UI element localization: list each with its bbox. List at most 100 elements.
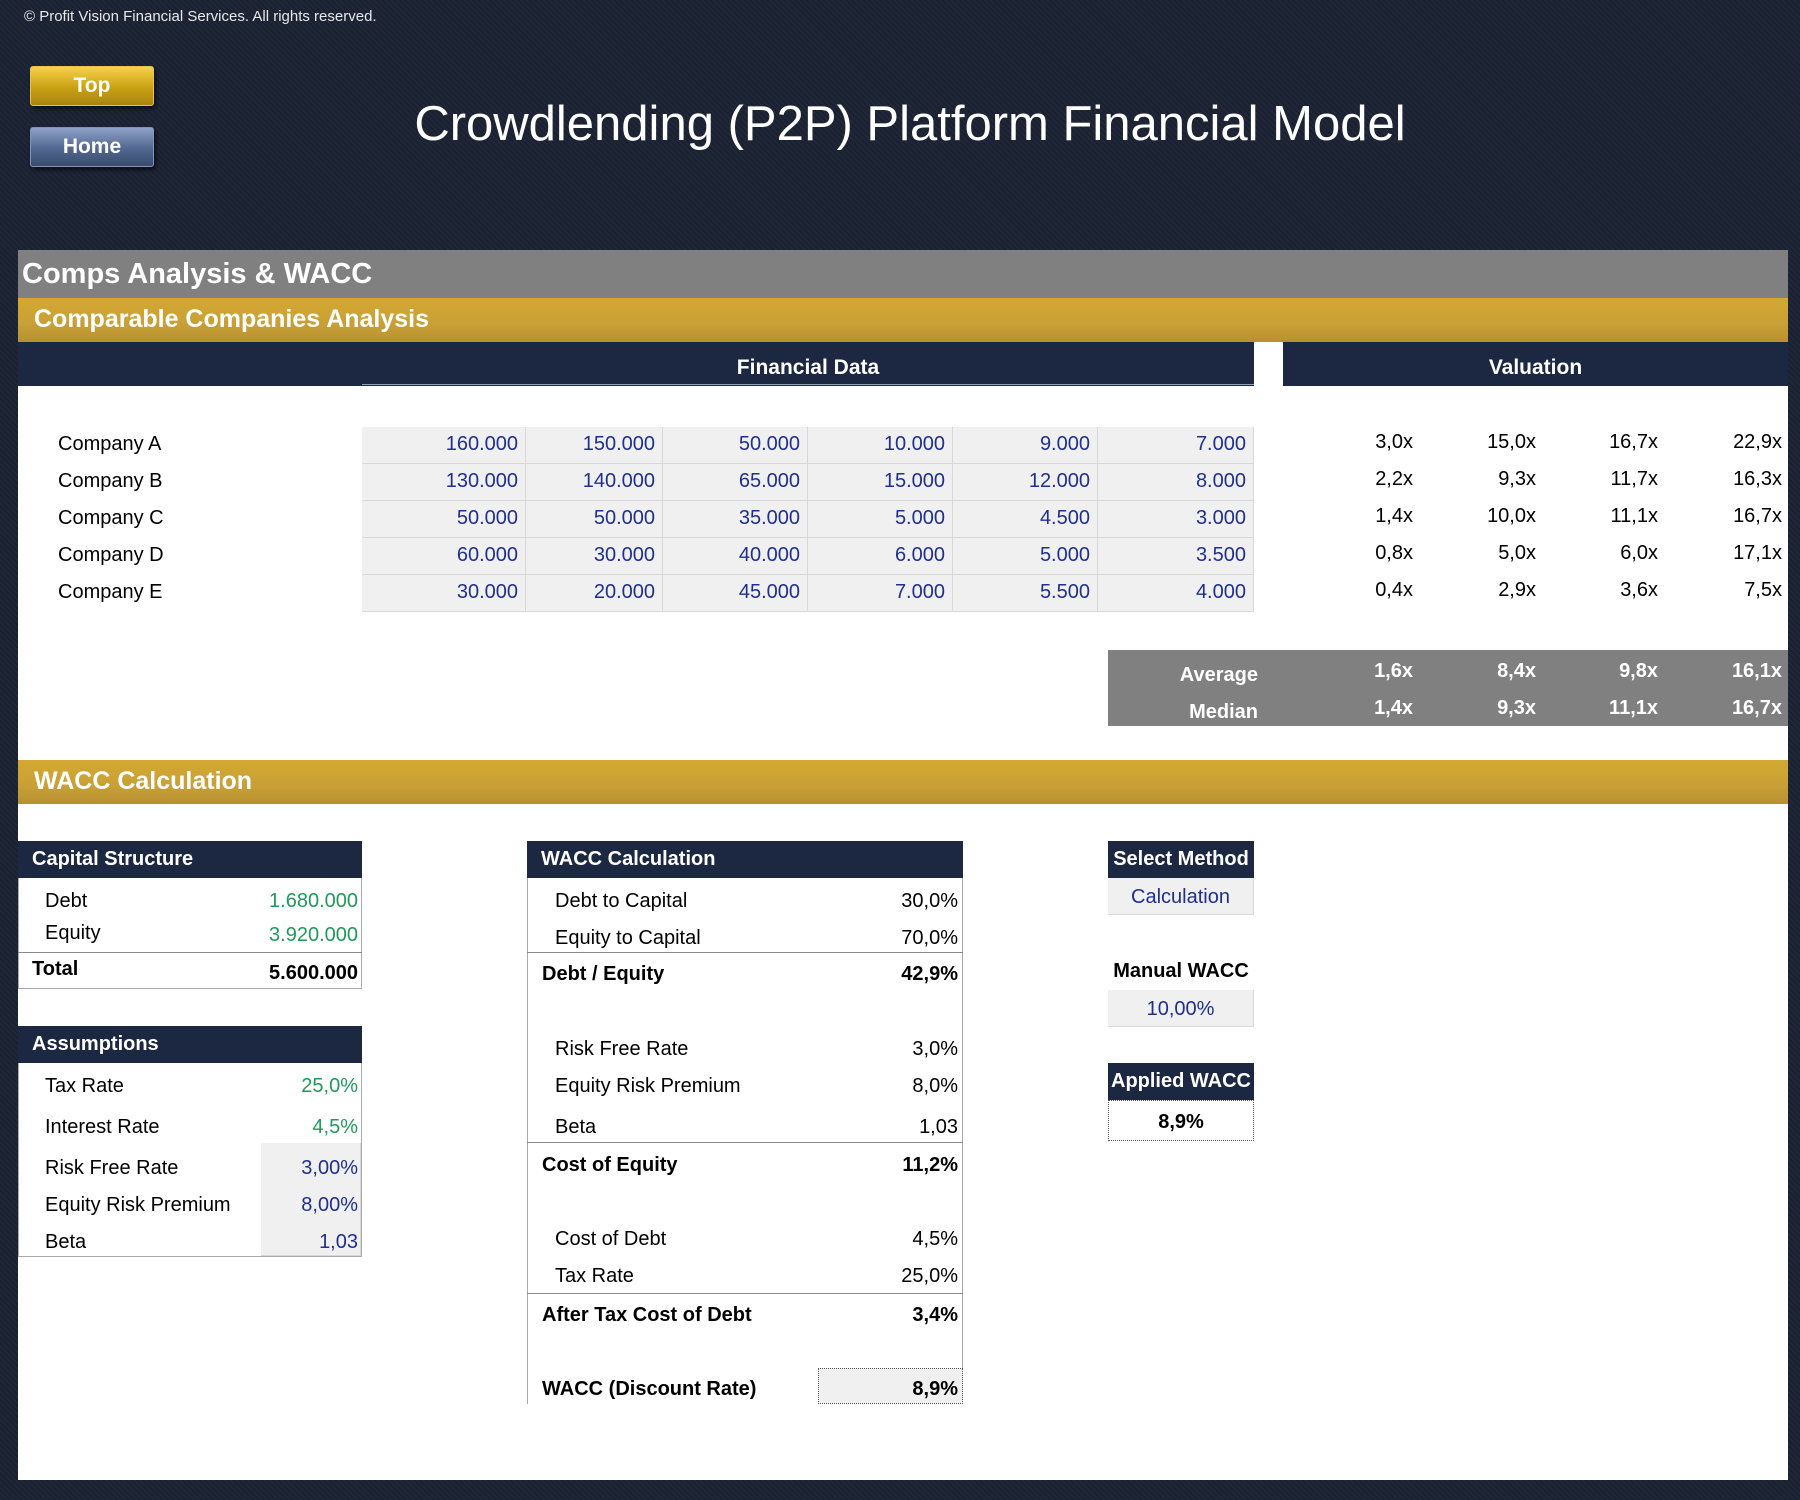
assumption-value[interactable]: 3,00%: [301, 1157, 358, 1179]
equity-value[interactable]: 3.920.000: [269, 924, 358, 946]
financial-value[interactable]: 130.000: [445, 470, 518, 492]
financial-value[interactable]: 40.000: [738, 544, 800, 566]
financial-value[interactable]: 5.000: [894, 507, 945, 529]
input-cell-bg[interactable]: [362, 464, 526, 501]
input-cell-bg[interactable]: [663, 427, 808, 464]
financial-value[interactable]: 50.000: [593, 507, 655, 529]
financial-value[interactable]: 45.000: [738, 581, 800, 603]
manual-wacc-input[interactable]: 10,00%: [1108, 990, 1254, 1027]
input-cell-bg[interactable]: [1098, 538, 1254, 575]
equity-label: Equity: [45, 922, 101, 944]
col-market-cap: Market Cap (M): [382, 398, 526, 420]
valuation-multiple: 17,1x: [1733, 542, 1782, 564]
assumption-value[interactable]: 1,03: [319, 1231, 358, 1253]
total-divider: [18, 952, 362, 953]
top-button[interactable]: Top: [30, 66, 154, 106]
assumption-value[interactable]: 8,00%: [301, 1194, 358, 1216]
section-title: Comps Analysis & WACC: [18, 250, 1788, 298]
input-cell-bg[interactable]: [526, 464, 663, 501]
company-name[interactable]: Company A: [58, 433, 162, 455]
financial-value[interactable]: 5.500: [1039, 581, 1090, 603]
applied-wacc-value: 8,9%: [1108, 1100, 1254, 1141]
input-cell-bg[interactable]: [663, 501, 808, 538]
financial-value[interactable]: 160.000: [445, 433, 518, 455]
financial-value[interactable]: 50.000: [738, 433, 800, 455]
beta-label: Beta: [555, 1116, 597, 1138]
company-name[interactable]: Company C: [58, 507, 164, 529]
input-cell-bg[interactable]: [362, 501, 526, 538]
input-cell-bg[interactable]: [663, 538, 808, 575]
financial-value[interactable]: 12.000: [1028, 470, 1090, 492]
input-cell-bg[interactable]: [808, 464, 953, 501]
debt-to-capital-value: 30,0%: [901, 890, 958, 912]
input-cell-bg[interactable]: [953, 501, 1098, 538]
input-cell-bg[interactable]: [362, 538, 526, 575]
select-method-dropdown[interactable]: Calculation: [1108, 878, 1254, 915]
input-cell-bg[interactable]: [1098, 575, 1254, 612]
input-cell-bg[interactable]: [808, 575, 953, 612]
financial-value[interactable]: 8.000: [1195, 470, 1246, 492]
select-method-header: Select Method: [1108, 841, 1254, 878]
financial-value[interactable]: 50.000: [456, 507, 518, 529]
input-cell-bg[interactable]: [526, 427, 663, 464]
input-cell-bg[interactable]: [526, 538, 663, 575]
assumption-value[interactable]: 4,5%: [312, 1116, 358, 1138]
input-cell-bg[interactable]: [953, 575, 1098, 612]
col-ev-ebit: EV/EBIT: [1580, 398, 1658, 420]
financial-value[interactable]: 3.500: [1195, 544, 1246, 566]
input-cell-bg[interactable]: [953, 538, 1098, 575]
debt-equity-value: 42,9%: [901, 963, 958, 985]
financial-value[interactable]: 6.000: [894, 544, 945, 566]
cost-of-equity-label: Cost of Equity: [542, 1154, 678, 1176]
financial-value[interactable]: 3.000: [1195, 507, 1246, 529]
debt-value[interactable]: 1.680.000: [269, 890, 358, 912]
financial-value[interactable]: 35.000: [738, 507, 800, 529]
input-cell-bg[interactable]: [362, 575, 526, 612]
valuation-multiple: 3,6x: [1620, 579, 1658, 601]
input-cell-bg[interactable]: [663, 575, 808, 612]
input-cell-bg[interactable]: [808, 501, 953, 538]
input-cell-bg[interactable]: [808, 427, 953, 464]
financial-value[interactable]: 20.000: [593, 581, 655, 603]
assumption-value[interactable]: 25,0%: [301, 1075, 358, 1097]
input-cell-bg[interactable]: [953, 427, 1098, 464]
cost-of-equity-value: 11,2%: [902, 1154, 958, 1176]
financial-value[interactable]: 4.500: [1039, 507, 1090, 529]
input-cell-bg[interactable]: [362, 427, 526, 464]
divider-1: [527, 952, 963, 953]
col-ev: EV (M): [600, 398, 663, 420]
input-cell-bg[interactable]: [953, 464, 1098, 501]
total-value: 5.600.000: [269, 962, 358, 984]
financial-value[interactable]: 7.000: [1195, 433, 1246, 455]
input-cell-bg[interactable]: [526, 501, 663, 538]
input-cell-bg[interactable]: [1098, 464, 1254, 501]
summary-value: 1,4x: [1374, 697, 1413, 719]
beta-value: 1,03: [919, 1116, 958, 1138]
input-cell-bg[interactable]: [1098, 501, 1254, 538]
company-name[interactable]: Company E: [58, 581, 163, 603]
financial-value[interactable]: 150.000: [582, 433, 655, 455]
valuation-multiple: 3,0x: [1375, 431, 1413, 453]
input-cell-bg[interactable]: [1098, 427, 1254, 464]
home-button[interactable]: Home: [30, 127, 154, 167]
page-title: Crowdlending (P2P) Platform Financial Mo…: [414, 97, 1406, 151]
financial-value[interactable]: 30.000: [593, 544, 655, 566]
financial-value[interactable]: 30.000: [456, 581, 518, 603]
financial-value[interactable]: 7.000: [894, 581, 945, 603]
comps-header-bar: [18, 342, 1254, 386]
financial-value[interactable]: 4.000: [1195, 581, 1246, 603]
financial-value[interactable]: 9.000: [1039, 433, 1090, 455]
company-name[interactable]: Company D: [58, 544, 164, 566]
financial-value[interactable]: 5.000: [1039, 544, 1090, 566]
summary-block: [1108, 650, 1788, 726]
financial-value[interactable]: 10.000: [883, 433, 945, 455]
input-cell-bg[interactable]: [808, 538, 953, 575]
financial-value[interactable]: 140.000: [582, 470, 655, 492]
financial-value[interactable]: 60.000: [456, 544, 518, 566]
financial-value[interactable]: 65.000: [738, 470, 800, 492]
financial-value[interactable]: 15.000: [883, 470, 945, 492]
col-ebitda: EBITDA (M): [843, 398, 953, 420]
company-name[interactable]: Company B: [58, 470, 163, 492]
input-cell-bg[interactable]: [526, 575, 663, 612]
input-cell-bg[interactable]: [663, 464, 808, 501]
